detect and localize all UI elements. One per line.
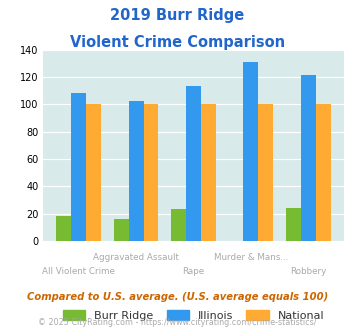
- Bar: [316, 104, 331, 241]
- Text: © 2025 CityRating.com - https://www.cityrating.com/crime-statistics/: © 2025 CityRating.com - https://www.city…: [38, 318, 317, 327]
- Bar: [56, 216, 71, 241]
- Bar: [71, 93, 86, 241]
- Text: All Violent Crime: All Violent Crime: [42, 267, 115, 276]
- Text: Murder & Mans...: Murder & Mans...: [214, 253, 288, 262]
- Text: Aggravated Assault: Aggravated Assault: [93, 253, 179, 262]
- Bar: [129, 101, 143, 241]
- Bar: [286, 208, 301, 241]
- Text: Violent Crime Comparison: Violent Crime Comparison: [70, 35, 285, 50]
- Text: Robbery: Robbery: [290, 267, 326, 276]
- Bar: [143, 104, 158, 241]
- Text: Compared to U.S. average. (U.S. average equals 100): Compared to U.S. average. (U.S. average …: [27, 292, 328, 302]
- Bar: [186, 86, 201, 241]
- Bar: [201, 104, 216, 241]
- Bar: [86, 104, 101, 241]
- Bar: [301, 76, 316, 241]
- Bar: [258, 104, 273, 241]
- Bar: [171, 210, 186, 241]
- Text: 2019 Burr Ridge: 2019 Burr Ridge: [110, 8, 245, 23]
- Text: Rape: Rape: [182, 267, 204, 276]
- Bar: [244, 62, 258, 241]
- Legend: Burr Ridge, Illinois, National: Burr Ridge, Illinois, National: [63, 310, 324, 321]
- Bar: [114, 219, 129, 241]
